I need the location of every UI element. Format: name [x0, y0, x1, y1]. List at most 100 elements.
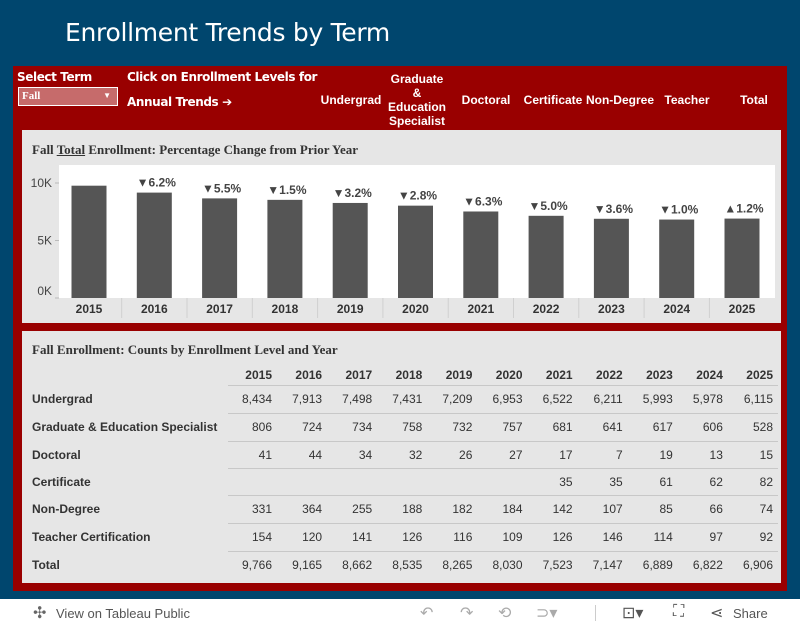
table-cell: 7,209 [442, 392, 473, 406]
chart-title-prefix: Fall [32, 142, 54, 157]
bar[interactable] [659, 219, 695, 298]
table-cell: 7,913 [292, 392, 323, 406]
row-label[interactable]: Doctoral [32, 448, 81, 462]
table-cell: 126 [552, 530, 573, 544]
row-label[interactable]: Graduate & Education Specialist [32, 420, 218, 434]
fullscreen-icon[interactable]: ⛶ [673, 603, 685, 620]
level-non-degree[interactable]: Non-Degree [585, 93, 654, 107]
bar[interactable] [71, 185, 107, 298]
table-cell: 116 [453, 530, 473, 544]
share-icon[interactable]: ⋖ [710, 605, 724, 622]
row-label[interactable]: Non-Degree [32, 502, 101, 516]
data-label: ▼5.0% [528, 199, 568, 213]
year-header: 2018 [395, 368, 423, 382]
table-cell: 734 [352, 420, 373, 434]
table-cell: 15 [759, 448, 773, 462]
row-label[interactable]: Teacher Certification [32, 530, 151, 544]
term-select[interactable]: Fall ▼ [18, 87, 118, 106]
x-tick-label: 2024 [663, 302, 690, 316]
data-label: ▲1.2% [724, 202, 764, 216]
undo-icon[interactable]: ↶ [420, 605, 434, 622]
y-tick-label: 5K [37, 234, 52, 248]
table-cell: 74 [759, 502, 773, 516]
year-header: 2025 [746, 368, 773, 382]
x-tick-label: 2019 [337, 302, 364, 316]
table-cell: 182 [452, 502, 473, 516]
level-teacher[interactable]: Teacher [664, 93, 710, 107]
table-cell: 19 [659, 448, 673, 462]
table-cell: 35 [609, 475, 623, 489]
row-divider [228, 523, 778, 524]
term-select-value: Fall [22, 90, 41, 102]
level-doctoral[interactable]: Doctoral [461, 93, 511, 107]
year-header: 2023 [646, 368, 673, 382]
x-tick-label: 2025 [729, 302, 756, 316]
bar[interactable] [463, 211, 499, 298]
table-cell: 66 [709, 502, 723, 516]
bar[interactable] [593, 218, 629, 298]
table-cell: 97 [709, 530, 723, 544]
level-certificate[interactable]: Certificate [523, 93, 583, 107]
refresh-icon[interactable]: ⊃▾ [536, 605, 558, 622]
share-button[interactable]: Share [733, 606, 768, 621]
chevron-down-icon: ▼ [103, 91, 111, 100]
level-graduate[interactable]: Graduate & Education Specialist [387, 72, 446, 128]
level-undergrad[interactable]: Undergrad [320, 93, 382, 107]
table-cell: 5,993 [642, 392, 673, 406]
table-cell: 5,978 [692, 392, 723, 406]
table-cell: 724 [302, 420, 323, 434]
y-tick-label: 10K [31, 176, 52, 190]
year-header: 2020 [495, 368, 523, 382]
download-icon[interactable]: ⊡▾ [622, 605, 644, 622]
table-cell: 61 [659, 475, 673, 489]
table-cell: 758 [402, 420, 423, 434]
bar[interactable] [332, 202, 368, 298]
table-cell: 82 [759, 475, 773, 489]
table-cell: 32 [408, 448, 423, 462]
data-label: ▼1.5% [267, 183, 307, 197]
row-label[interactable]: Certificate [32, 475, 91, 489]
x-tick-label: 2016 [141, 302, 168, 316]
page-title: Enrollment Trends by Term [65, 18, 390, 47]
chart-title-measure[interactable]: Total [56, 142, 86, 157]
bar[interactable] [398, 205, 433, 298]
redo-icon[interactable]: ↷ [460, 605, 474, 622]
table-cell: 806 [251, 420, 272, 434]
table-cell: 6,211 [593, 392, 623, 406]
table-cell: 109 [502, 530, 523, 544]
x-tick-label: 2022 [533, 302, 560, 316]
chart-title-suffix: Enrollment: Percentage Change from Prior… [88, 142, 359, 157]
x-tick-label: 2018 [272, 302, 299, 316]
x-axis-band [59, 298, 775, 318]
bar[interactable] [528, 215, 564, 298]
hint-text-2: Annual Trends ➔ [127, 95, 232, 109]
table-cell: 62 [709, 475, 723, 489]
table-cell: 732 [452, 420, 473, 434]
view-on-tableau-link[interactable]: View on Tableau Public [56, 606, 190, 621]
row-divider [228, 413, 778, 414]
table-cell: 114 [653, 530, 673, 544]
bar[interactable] [202, 198, 238, 298]
table-cell: 141 [352, 530, 373, 544]
row-divider [228, 441, 778, 442]
hint-text-1: Click on Enrollment Levels for [127, 70, 318, 84]
data-label: ▼3.6% [594, 202, 634, 216]
bar[interactable] [267, 199, 303, 298]
year-header: 2021 [545, 368, 573, 382]
table-cell: 8,265 [442, 558, 473, 572]
table-cell: 107 [602, 502, 623, 516]
data-label: ▼3.2% [333, 186, 373, 200]
table-cell: 6,822 [692, 558, 723, 572]
x-tick-label: 2015 [76, 302, 103, 316]
revert-icon[interactable]: ⟲ [498, 605, 512, 622]
chart-title: Fall Total Enrollment: Percentage Change… [32, 142, 358, 158]
table-cell: 7,431 [392, 392, 423, 406]
data-label: ▼6.3% [463, 194, 503, 208]
table-cell: 85 [659, 502, 673, 516]
bar[interactable] [136, 192, 172, 298]
row-label[interactable]: Undergrad [32, 392, 93, 406]
bar[interactable] [724, 218, 760, 298]
table-cell: 184 [502, 502, 523, 516]
row-label[interactable]: Total [32, 558, 60, 572]
level-total[interactable]: Total [740, 93, 768, 107]
